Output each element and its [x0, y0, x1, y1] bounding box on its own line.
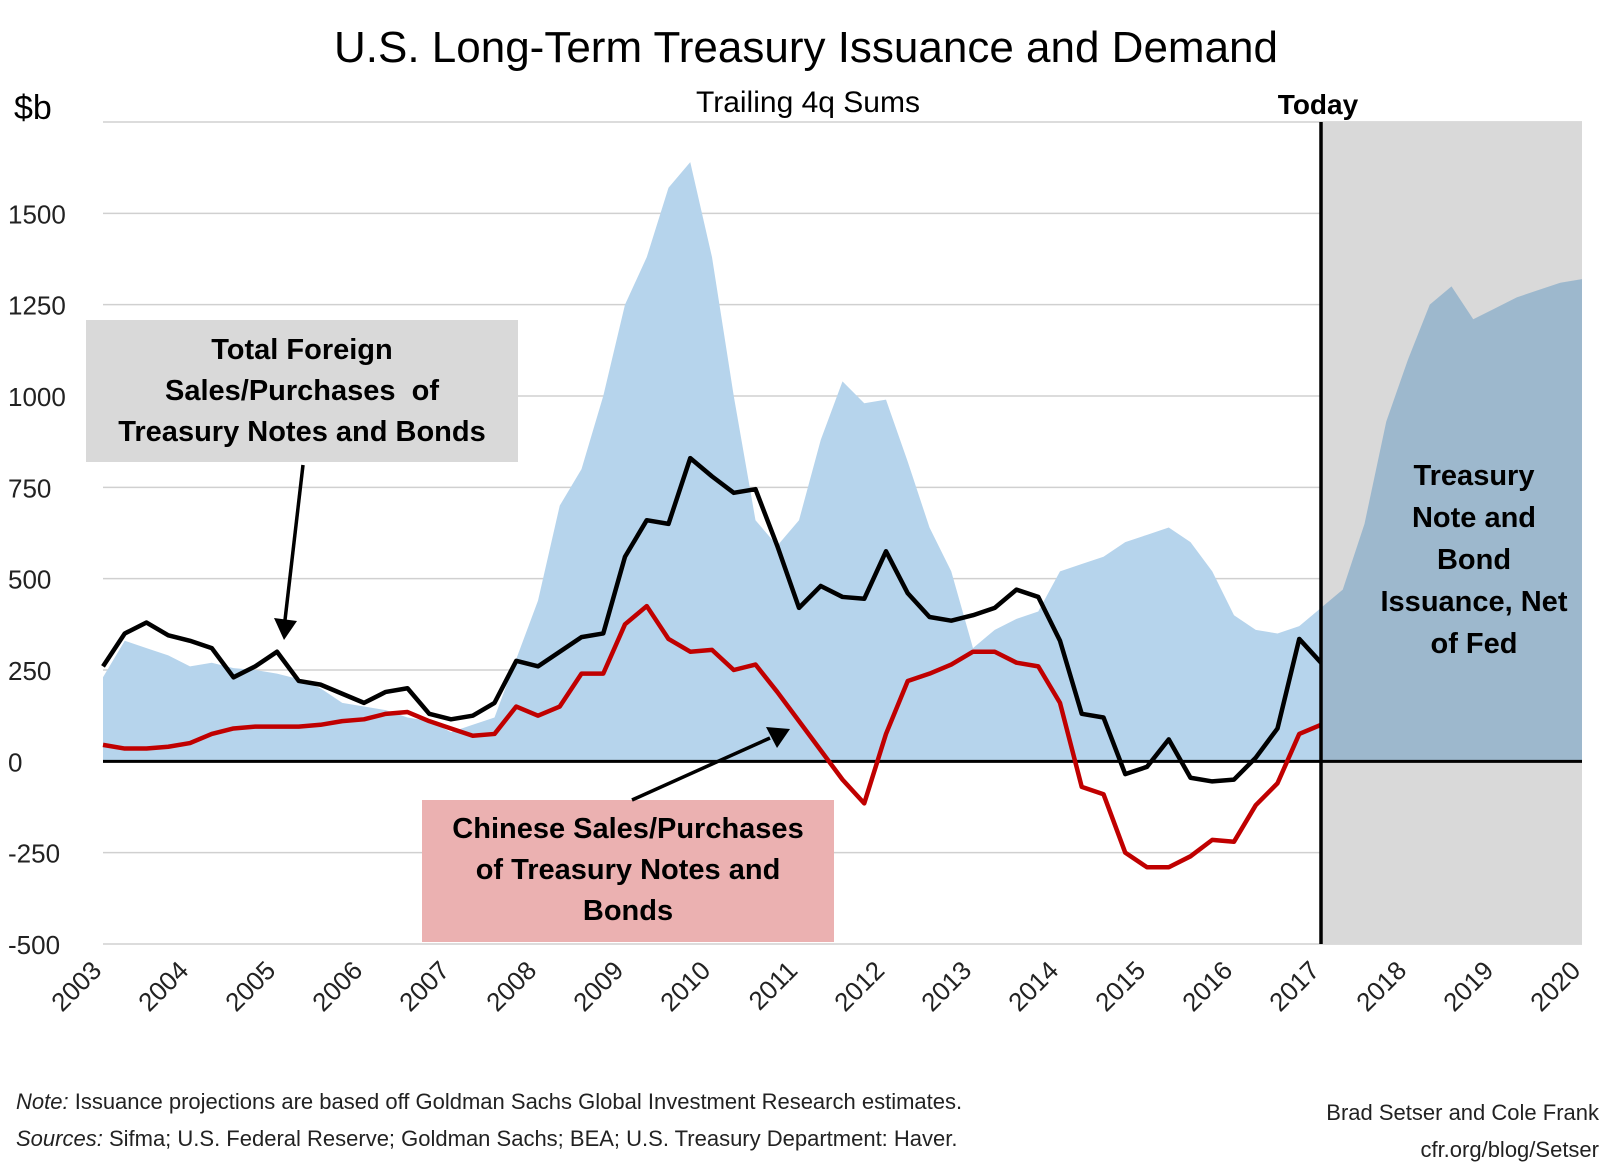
footer-notes: Note: Issuance projections are based off… [16, 1083, 962, 1157]
x-tick-label: 2009 [567, 955, 629, 1017]
chinese-arrow-head [766, 727, 790, 748]
x-tick-label: 2005 [219, 955, 281, 1017]
chart-subtitle: Trailing 4q Sums [696, 86, 920, 119]
chinese-purchases-line [102, 603, 1322, 870]
today-label: Today [1278, 89, 1359, 120]
y-tick-label: 1500 [8, 199, 66, 229]
note-text: Issuance projections are based off Goldm… [68, 1089, 963, 1114]
foreign-annotation-box [86, 320, 518, 462]
x-tick-label: 2012 [828, 955, 890, 1017]
issuance-annotation-line: Note and [1412, 502, 1536, 534]
sources-prefix: Sources: [16, 1126, 103, 1151]
x-tick-label: 2019 [1437, 955, 1499, 1017]
chinese-annotation: Chinese Sales/Purchases of Treasury Note… [422, 800, 834, 942]
foreign-arrow-shaft [283, 464, 305, 621]
x-tick-label: 2013 [915, 955, 977, 1017]
chinese-arrow-shaft [631, 736, 771, 802]
x-axis-ticks: 2003 2004 2005 2006 2007 2008 2009 2010 2011 2012… [45, 955, 1586, 1017]
foreign-annotation-line: Sales/Purchases of [165, 375, 439, 407]
foreign-purchases-line [101, 455, 1323, 784]
x-tick-label: 2018 [1350, 955, 1412, 1017]
issuance-annotation: Treasury Note and Bond Issuance, Net of … [1381, 460, 1568, 660]
y-tick-label: 0 [8, 747, 22, 777]
x-tick-label: 2010 [654, 955, 716, 1017]
credit-site: cfr.org/blog/Setser [1420, 1137, 1599, 1162]
foreign-annotation: Total Foreign Sales/Purchases of Treasur… [86, 320, 518, 462]
annotation-arrows [274, 464, 790, 802]
x-tick-label: 2006 [306, 955, 368, 1017]
chinese-annotation-line: Chinese Sales/Purchases [452, 813, 803, 845]
x-tick-label: 2015 [1089, 955, 1151, 1017]
issuance-annotation-line: Treasury [1414, 460, 1535, 492]
footer-sources: Sources: Sifma; U.S. Federal Reserve; Go… [16, 1120, 962, 1157]
issuance-annotation-line: Issuance, Net [1381, 586, 1568, 618]
footer-note: Note: Issuance projections are based off… [16, 1083, 962, 1120]
issuance-area-projection [1321, 279, 1582, 762]
note-prefix: Note: [16, 1089, 69, 1114]
foreign-annotation-line: Treasury Notes and Bonds [118, 416, 485, 448]
x-tick-label: 2017 [1263, 955, 1325, 1017]
y-tick-label: 250 [8, 656, 51, 686]
y-tick-label: 750 [8, 473, 51, 503]
x-tick-label: 2004 [132, 955, 194, 1017]
x-tick-label: 2011 [742, 955, 803, 1016]
issuance-area [103, 162, 1321, 762]
chinese-annotation-box [422, 800, 834, 942]
credit-authors: Brad Setser and Cole Frank [1326, 1100, 1599, 1125]
x-tick-label: 2003 [45, 955, 107, 1017]
footer-credit: Brad Setser and Cole Frank cfr.org/blog/… [1326, 1094, 1599, 1168]
chart-title: U.S. Long-Term Treasury Issuance and Dem… [334, 23, 1278, 72]
chinese-annotation-line: Bonds [583, 895, 673, 927]
x-tick-label: 2016 [1176, 955, 1238, 1017]
sources-text: Sifma; U.S. Federal Reserve; Goldman Sac… [102, 1126, 958, 1151]
y-tick-label: 500 [8, 565, 51, 595]
foreign-annotation-line: Total Foreign [211, 334, 393, 366]
chinese-annotation-line: of Treasury Notes and [476, 854, 781, 886]
y-axis-unit-label: $b [14, 89, 52, 127]
y-tick-label: -250 [8, 839, 60, 869]
y-tick-label: 1250 [8, 291, 66, 321]
issuance-annotation-line: Bond [1437, 544, 1511, 576]
issuance-annotation-line: of Fed [1431, 628, 1518, 660]
x-tick-label: 2020 [1524, 955, 1586, 1017]
x-tick-label: 2008 [480, 955, 542, 1017]
x-tick-label: 2007 [393, 955, 455, 1017]
y-tick-label: 1000 [8, 382, 66, 412]
foreign-arrow-head [274, 618, 297, 640]
y-tick-label: -500 [8, 930, 60, 960]
x-tick-label: 2014 [1002, 955, 1064, 1017]
y-axis-ticks: 1500 1250 1000 750 500 250 0 -250 -500 [8, 199, 66, 960]
